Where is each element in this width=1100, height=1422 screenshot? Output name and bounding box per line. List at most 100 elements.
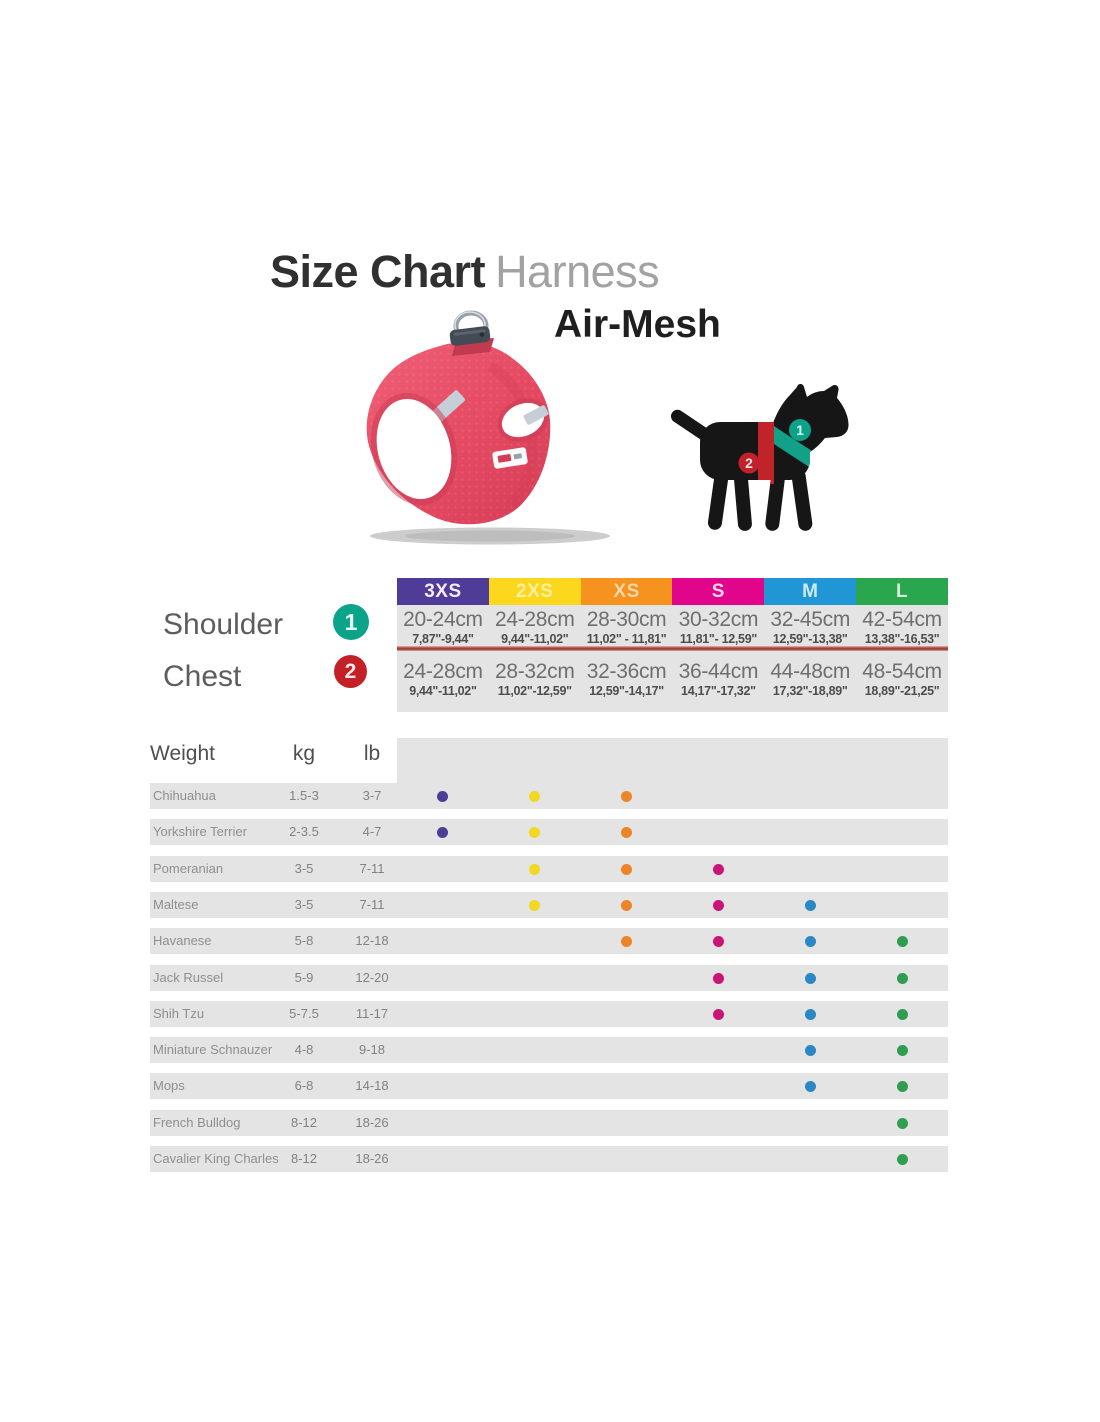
size-dot-S <box>712 1008 724 1020</box>
dog-leg <box>707 472 729 530</box>
chest-band <box>758 420 774 484</box>
chest-cm: 48-54cm <box>862 660 942 683</box>
shoulder-cm: 42-54cm <box>862 608 942 631</box>
harness-shadow-core <box>405 530 575 542</box>
breed-weight-lb: 18-26 <box>355 1115 389 1130</box>
size-header-row: 3XS 2XS XS S M L <box>397 578 948 605</box>
chest-cm: 32-36cm <box>586 660 667 683</box>
breed-row-french-bulldog: French Bulldog 8-12 18-26 <box>150 1110 948 1136</box>
dog-leg <box>734 473 752 531</box>
size-header-S: S <box>672 578 765 605</box>
size-dots-header-panel <box>397 738 948 784</box>
shoulder-marker-badge: 1 <box>333 604 369 640</box>
chest-cell-2XS: 28-32cm 11,02"-12,59" <box>489 651 581 712</box>
breed-weight-kg: 4-8 <box>294 1042 314 1057</box>
size-header-XS: XS <box>580 578 673 605</box>
breed-weight-kg: 8-12 <box>290 1151 318 1166</box>
breed-name: Chihuahua <box>153 788 216 803</box>
size-dot-2XS <box>529 863 541 875</box>
dog-chest-marker-number: 2 <box>745 455 753 471</box>
size-dot-L <box>896 1117 908 1129</box>
chest-marker-badge: 2 <box>334 655 367 688</box>
brand-label <box>492 447 528 469</box>
harness-product-image <box>366 310 610 545</box>
size-dot-M <box>804 1080 816 1092</box>
size-dot-L <box>896 1008 908 1020</box>
breed-row-chihuahua: Chihuahua 1.5-3 3-7 <box>150 783 948 809</box>
size-dot-L <box>896 1153 908 1165</box>
reflective-strip-small <box>523 405 549 425</box>
breed-weight-kg: 3-5 <box>294 897 314 912</box>
shoulder-inches: 7,87"-9,44" <box>412 632 474 646</box>
size-dot-2XS <box>529 826 541 838</box>
breed-weight-kg: 8-12 <box>290 1115 318 1130</box>
size-dot-S <box>712 935 724 947</box>
breed-weight-kg: 5-8 <box>294 933 314 948</box>
breed-name: Shih Tzu <box>153 1006 205 1021</box>
breed-weight-lb: 4-7 <box>362 824 382 839</box>
shoulder-label: Shoulder <box>163 608 284 641</box>
size-dot-2XS <box>529 790 541 802</box>
breed-name: Miniature Schnauzer <box>153 1042 273 1057</box>
breed-name: Havanese <box>153 933 212 948</box>
chest-inches: 17,32"-18,89" <box>772 684 848 698</box>
breed-weight-lb: 3-7 <box>362 788 382 803</box>
breed-name: French Bulldog <box>153 1115 241 1130</box>
breed-row-maltese: Maltese 3-5 7-11 <box>150 892 948 918</box>
chest-cm: 24-28cm <box>403 660 483 683</box>
shoulder-measurements-row: 20-24cm 7,87"-9,44" 24-28cm 9,44"-11,02" 28-… <box>397 605 948 646</box>
dog-leg <box>791 469 813 531</box>
shoulder-inches: 11,81"- 12,59" <box>679 632 757 646</box>
size-dot-XS <box>621 899 633 911</box>
size-dot-M <box>804 972 816 984</box>
size-dot-XS <box>621 863 633 875</box>
size-header-L: L <box>856 578 948 605</box>
breed-name: Maltese <box>153 897 199 912</box>
breed-row-pomeranian: Pomeranian 3-5 7-11 <box>150 856 948 882</box>
breed-weight-kg: 5-9 <box>294 970 314 985</box>
chest-measurements-row: 24-28cm 9,44"-11,02" 28-32cm 11,02"-12,59" 3… <box>397 651 948 712</box>
weight-column-header: Weight <box>150 742 215 765</box>
size-dot-M <box>804 1008 816 1020</box>
size-dot-M <box>804 1044 816 1056</box>
breed-row-cavalier-king-charles: Cavalier King Charles 8-12 18-26 <box>150 1146 948 1172</box>
size-header-2XS: 2XS <box>488 578 581 605</box>
breed-name: Yorkshire Terrier <box>153 824 247 839</box>
chest-cell-3XS: 24-28cm 9,44"-11,02" <box>397 651 489 712</box>
lb-column-header: lb <box>363 742 381 765</box>
chest-cm: 44-48cm <box>770 660 851 683</box>
size-dot-XS <box>621 790 633 802</box>
breed-weight-kg: 2-3.5 <box>289 824 319 839</box>
shoulder-cm: 20-24cm <box>403 608 483 631</box>
chest-inches: 9,44"-11,02" <box>409 684 477 698</box>
breed-weight-kg: 5-7.5 <box>289 1006 319 1021</box>
shoulder-inches: 12,59"-13,38" <box>772 632 848 646</box>
chest-cm: 36-44cm <box>678 660 759 683</box>
shoulder-cell-XS: 28-30cm 11,02" - 11,81" <box>581 605 673 646</box>
size-header-M: M <box>764 578 857 605</box>
neck-opening <box>376 398 452 500</box>
breed-row-shih-tzu: Shih Tzu 5-7.5 11-17 <box>150 1001 948 1027</box>
size-dot-L <box>896 1044 908 1056</box>
breed-weight-kg: 6-8 <box>294 1078 314 1093</box>
shoulder-cm: 28-30cm <box>586 608 667 631</box>
breed-weight-kg: 3-5 <box>294 861 314 876</box>
breed-row-jack-russel: Jack Russel 5-9 12-20 <box>150 965 948 991</box>
shoulder-cm: 32-45cm <box>770 608 851 631</box>
chest-cell-M: 44-48cm 17,32"-18,89" <box>764 651 856 712</box>
breed-row-yorkshire-terrier: Yorkshire Terrier 2-3.5 4-7 <box>150 819 948 845</box>
chest-inches: 14,17"-17,32" <box>681 684 756 698</box>
breed-name: Pomeranian <box>153 861 224 876</box>
shoulder-inches: 13,38"-16,53" <box>864 632 940 646</box>
dog-measurement-diagram: 1 2 <box>670 384 849 531</box>
chest-cell-S: 36-44cm 14,17"-17,32" <box>672 651 764 712</box>
size-dot-L <box>896 1080 908 1092</box>
size-header-3XS: 3XS <box>397 578 489 605</box>
shoulder-inches: 9,44"-11,02" <box>501 632 569 646</box>
measurement-rows-divider <box>397 646 948 651</box>
shoulder-cell-2XS: 24-28cm 9,44"-11,02" <box>489 605 581 646</box>
shoulder-inches: 11,02" - 11,81" <box>586 632 667 646</box>
product-line-title: Air-Mesh <box>554 303 721 346</box>
breed-weight-lb: 12-20 <box>355 970 389 985</box>
